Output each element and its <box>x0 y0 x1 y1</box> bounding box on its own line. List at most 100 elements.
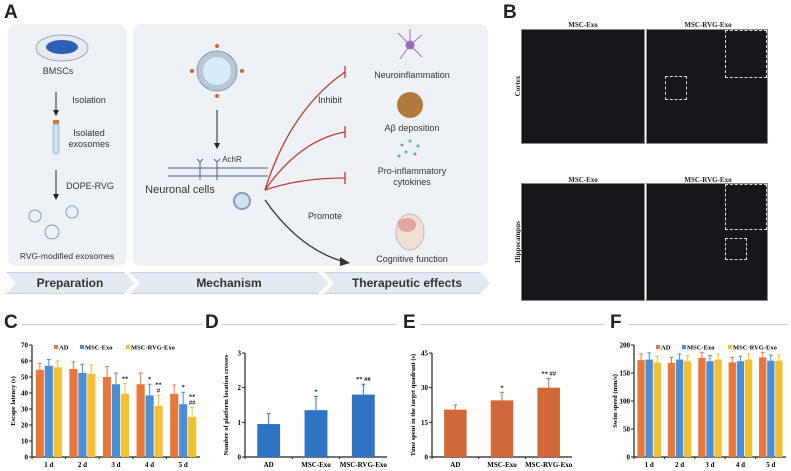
panel-label-f: F <box>610 312 622 333</box>
bar <box>154 405 163 457</box>
significance-marker: ** ## <box>356 376 371 383</box>
y-tick-label: 70 <box>21 342 29 350</box>
bar <box>179 404 188 457</box>
neuroinflammation-label: Neuroinflammation <box>374 70 450 80</box>
bar <box>759 357 767 457</box>
x-tick-label: 2 d <box>78 461 87 469</box>
x-tick-label: 2 d <box>675 461 684 469</box>
y-tick-label: 3 <box>238 350 242 358</box>
bmscs-label: BMSCs <box>42 66 74 76</box>
bar <box>304 410 328 457</box>
y-tick-label: 40 <box>21 390 29 398</box>
bar <box>490 400 514 457</box>
significance-marker: ## <box>189 399 196 406</box>
bar <box>744 359 753 457</box>
y-tick-label: 0 <box>425 454 429 462</box>
promote-label: Promote <box>307 211 342 221</box>
stage-preparation: Preparation <box>6 272 134 294</box>
y-tick-label: 20 <box>21 422 29 430</box>
inhibit-arrows <box>264 66 346 191</box>
y-tick-label: 10 <box>21 438 29 446</box>
significance-marker: ** <box>189 393 196 400</box>
bar <box>667 362 676 457</box>
bar <box>645 359 653 457</box>
bar <box>44 365 53 457</box>
bar <box>120 393 130 457</box>
bar <box>351 394 375 457</box>
micrograph-cortex-msc-rvg-exo <box>646 29 768 144</box>
x-tick-label: 1 d <box>44 461 53 469</box>
bar <box>136 384 145 457</box>
x-tick-label: 4 d <box>145 461 154 469</box>
rvg-modified-label: RVG-modified exosomes <box>19 251 115 261</box>
legend-swatch <box>80 345 84 349</box>
bar <box>684 361 692 457</box>
micrograph-hippocampus-msc-rvg-exo <box>646 183 768 301</box>
y-tick-label: 1 <box>238 419 242 427</box>
significance-marker: ** <box>122 375 129 382</box>
achr-label: AchR <box>222 155 242 164</box>
legend-swatch <box>682 345 686 349</box>
x-tick-label: AD <box>264 461 274 469</box>
legend-swatch <box>126 345 130 349</box>
bar <box>145 395 154 457</box>
zoom-inset <box>725 30 767 78</box>
micrograph-cortex-msc-exo <box>521 29 645 144</box>
stage-mechanism: Mechanism <box>130 272 328 294</box>
x-tick-label: MSC-RVG-Exo <box>525 461 573 469</box>
isolated-label-1: Isolated <box>73 128 105 138</box>
bar <box>78 373 87 457</box>
abeta-label: Aβ deposition <box>384 123 440 133</box>
y-tick-label: 60 <box>21 358 29 366</box>
neuron-icon <box>397 29 423 60</box>
col-label-msc-exo-2: MSC-Exo <box>568 176 598 184</box>
y-tick-label: 0 <box>627 454 631 462</box>
y-tick-label: 30 <box>421 384 429 392</box>
bar <box>714 359 722 457</box>
bar <box>775 360 783 457</box>
divider <box>628 324 788 325</box>
x-tick-label: 4 d <box>736 461 745 469</box>
chart-c-escape-latency: 0 10 20 30 40 50 60 70 Escape latency (s) 1 d 2 d 3… <box>10 342 200 469</box>
petri-dish-icon <box>35 34 89 62</box>
panel-label-c: C <box>4 312 18 333</box>
col-label-msc-rvg-exo: MSC-RVG-Exo <box>684 21 732 29</box>
cognitive-label: Cognitive function <box>376 254 448 264</box>
chart-e-target-quadrant: 0 15 30 45 Time spent in the target quadrant… <box>410 350 573 470</box>
legend-label: MSC-Exo <box>85 345 112 352</box>
x-tick-label: MSC-Exo <box>301 461 331 469</box>
cytokines-icon <box>397 139 420 158</box>
y-axis-label: Swim speed (mm/s) <box>612 374 619 428</box>
bar <box>102 377 112 457</box>
stage-therapeutic-effects: Therapeutic effects <box>324 272 490 294</box>
legend-label: MSC-RVG-Exo <box>733 345 777 352</box>
legend-label: AD <box>59 345 69 352</box>
y-axis-label: Number of platform location crosses <box>223 354 230 455</box>
brain-head-icon <box>395 213 425 251</box>
y-tick-label: 150 <box>620 370 631 378</box>
y-tick-label: 45 <box>421 350 429 358</box>
bar <box>170 393 179 457</box>
significance-marker: * <box>500 384 503 391</box>
legend-swatch <box>54 345 58 349</box>
amyloid-plaque-icon <box>397 92 423 118</box>
bar <box>87 373 96 457</box>
exosome-icon <box>190 44 244 98</box>
y-axis-label: Escape latency (s) <box>10 376 17 425</box>
chart-d-platform-crosses: 0 1 2 3 Number of platform location crosses A… <box>223 350 387 470</box>
x-tick-label: 1 d <box>645 461 654 469</box>
y-tick-label: 2 <box>238 384 242 392</box>
small-exosome-icon <box>233 192 251 210</box>
bar <box>69 369 78 457</box>
bar <box>537 387 560 457</box>
significance-marker: * <box>148 376 151 383</box>
legend-swatch <box>728 345 732 349</box>
panel-label-d: D <box>205 312 219 333</box>
divider <box>420 324 605 325</box>
dope-rvg-label: DOPE-RVG <box>66 181 114 191</box>
panel-a-illustrations <box>28 29 425 266</box>
x-tick-label: 3 d <box>705 461 714 469</box>
significance-marker: * <box>182 384 185 391</box>
bar <box>698 357 706 457</box>
bar <box>736 361 745 457</box>
